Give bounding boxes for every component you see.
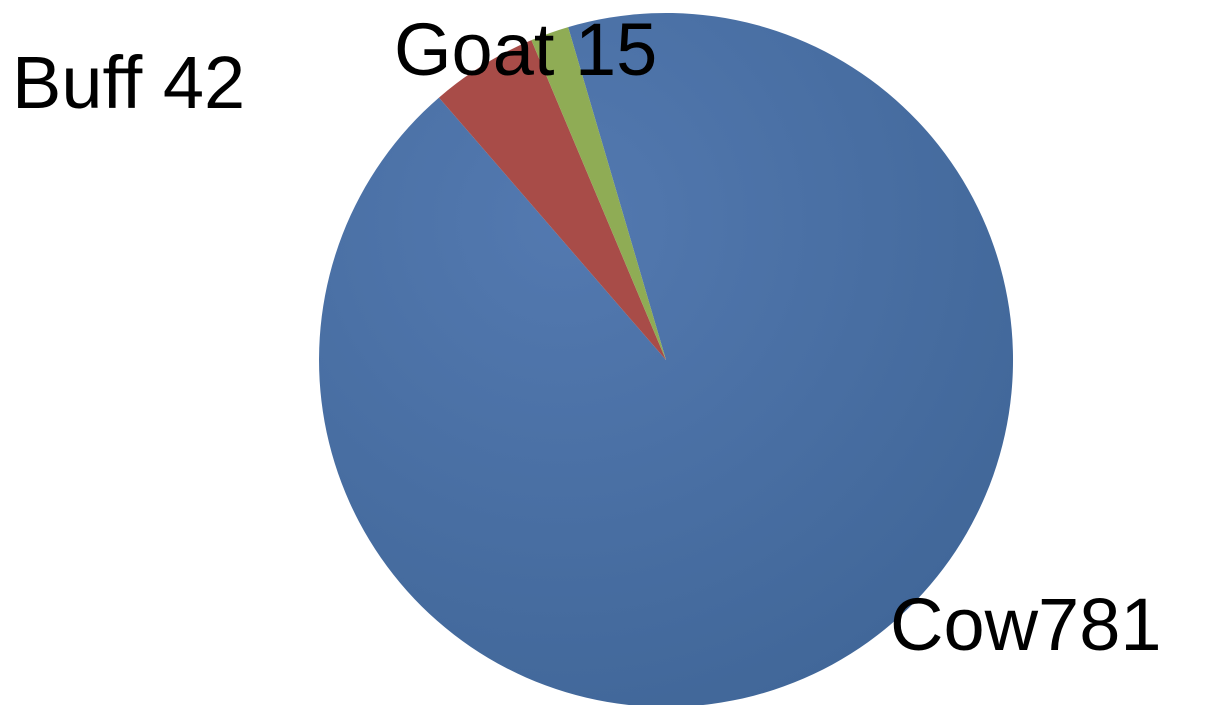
slice-label-goat: Goat 15	[394, 8, 657, 91]
pie-slice-goat	[531, 27, 666, 361]
pie-labels: Cow781 Buff 42 Goat 15	[12, 8, 1162, 666]
slice-label-cow: Cow781	[890, 583, 1162, 666]
pie-slice-cow	[319, 13, 1013, 705]
pie-slice-buff	[438, 40, 666, 361]
slice-label-buff: Buff 42	[12, 41, 245, 124]
pie-slices	[319, 13, 1013, 705]
